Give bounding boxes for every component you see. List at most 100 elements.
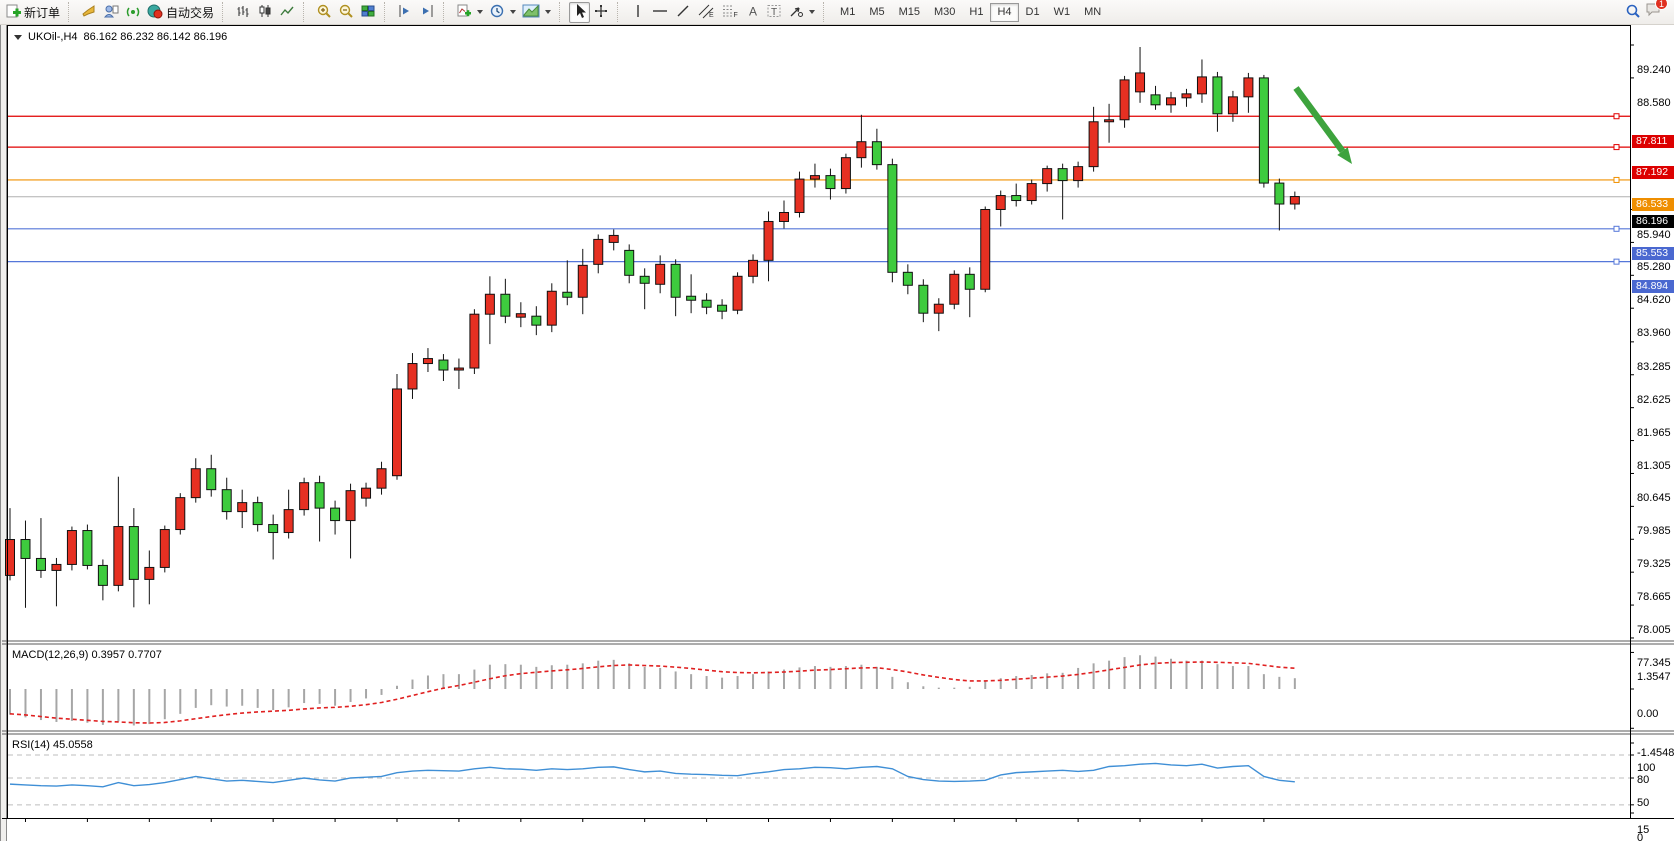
macd-name: MACD(12,26,9) [12,649,89,661]
shapes-tool-button[interactable] [785,2,818,23]
hline-handle[interactable] [1613,258,1620,265]
candle [1150,94,1161,106]
hline-handle[interactable] [1613,225,1620,232]
autotrading-button[interactable]: 自动交易 [144,2,217,23]
hline-handle[interactable] [1613,113,1620,120]
candle [1258,77,1269,184]
timeframe-m1[interactable]: M1 [840,6,856,18]
hline-handle[interactable] [1613,176,1620,183]
text-icon: A [746,3,760,22]
new-order-icon [5,3,21,22]
candle [1026,183,1037,202]
periods-button[interactable] [486,2,519,23]
candles-layer[interactable] [5,46,1300,608]
candle [825,175,836,190]
horizontal-line-objects[interactable] [8,113,1630,265]
notifications-button[interactable]: 1 [1644,0,1668,23]
candle [66,530,77,565]
vertical-line-tool-button[interactable] [627,2,648,23]
candle [392,388,402,477]
price-tick-label: 79.985 [1637,525,1671,538]
timeframe-mn[interactable]: MN [1084,6,1102,18]
separator [617,2,623,22]
channel-tool-button[interactable]: E [694,2,718,23]
rsi-name: RSI(14) [12,739,50,751]
separator [303,2,309,22]
timeframe-m30[interactable]: M30 [934,6,956,18]
chart-shift-button[interactable] [416,2,438,23]
horizontal-line-tool-button[interactable] [648,2,672,23]
price-chip-84.894: 84.894 [1632,280,1674,294]
timeframe-m5[interactable]: M5 [869,6,885,18]
crosshair-icon [593,3,609,22]
candle [345,490,356,522]
price-chip-87.811: 87.811 [1632,134,1674,148]
tile-windows-icon [360,3,376,22]
price-chip-86.533: 86.533 [1632,198,1674,212]
timeframe-d1[interactable]: D1 [1025,6,1040,18]
add-indicator-button[interactable] [453,2,486,23]
price-tick-label: 85.940 [1637,228,1671,241]
price-tick-label: 83.285 [1637,360,1671,373]
chart-canvas[interactable] [0,25,1674,841]
arrow-object[interactable] [1293,86,1352,164]
candle [546,290,557,326]
candle [484,293,495,315]
timeframe-h4[interactable]: H4 [990,2,1019,22]
zoom-out-button[interactable] [335,2,357,23]
price-chip-87.192: 87.192 [1632,165,1674,179]
bar-chart-button[interactable] [232,2,254,23]
candle [422,358,433,365]
candlestick-chart-button[interactable] [254,2,276,23]
price-chip-85.553: 85.553 [1632,247,1674,261]
candle [159,529,170,568]
candle [453,367,464,371]
separator [559,2,565,22]
candle [670,263,681,298]
rsi-scale-label: 0 [1637,832,1644,841]
chart-ohlc-values: 86.162 86.232 86.142 86.196 [83,31,228,43]
new-order-button[interactable]: 新订单 [2,2,63,23]
timeframe-h1[interactable]: H1 [969,6,984,18]
separator [443,2,449,22]
price-tick-label: 77.345 [1637,656,1671,669]
candle [1011,195,1022,202]
toolbar: 新订单 自动交易 [0,0,1674,25]
rsi-pane[interactable] [8,754,1630,806]
price-tick-label: 84.620 [1637,294,1671,307]
macd-pane[interactable] [9,655,1296,726]
notification-count-badge: 1 [1655,0,1668,10]
crosshair-tool-button[interactable] [590,2,612,23]
fibonacci-tool-button[interactable]: F [718,2,742,23]
candle [593,238,604,265]
new-order-label: 新订单 [24,5,61,20]
rsi-scale-label: 100 [1637,762,1656,774]
account-button[interactable] [100,2,122,23]
hline-handle[interactable] [1613,144,1620,151]
symbol-dropdown-icon[interactable] [14,34,22,40]
candle [1119,79,1130,121]
dropdown-caret-icon [510,10,517,14]
tile-windows-button[interactable] [357,2,379,23]
timeframe-m15[interactable]: M15 [898,6,920,18]
trendline-tool-button[interactable] [672,2,694,23]
candle [1196,76,1207,95]
zoom-in-button[interactable] [313,2,335,23]
signal-icon [125,3,141,22]
auto-scroll-button[interactable] [394,2,416,23]
candle [314,482,325,509]
search-button[interactable] [1622,2,1644,23]
timeframe-w1[interactable]: W1 [1053,6,1071,18]
text-tool-button[interactable]: A [742,2,763,23]
label-tool-button[interactable]: T [763,2,785,23]
cursor-tool-button[interactable] [569,1,591,23]
signal-button[interactable] [122,2,144,23]
sound-button[interactable] [78,2,100,23]
chart-shift-icon [419,3,435,22]
auto-scroll-icon [397,3,413,22]
candle [113,526,124,586]
templates-button[interactable] [519,2,554,23]
trendline-icon [675,3,691,22]
line-chart-button[interactable] [276,2,298,23]
